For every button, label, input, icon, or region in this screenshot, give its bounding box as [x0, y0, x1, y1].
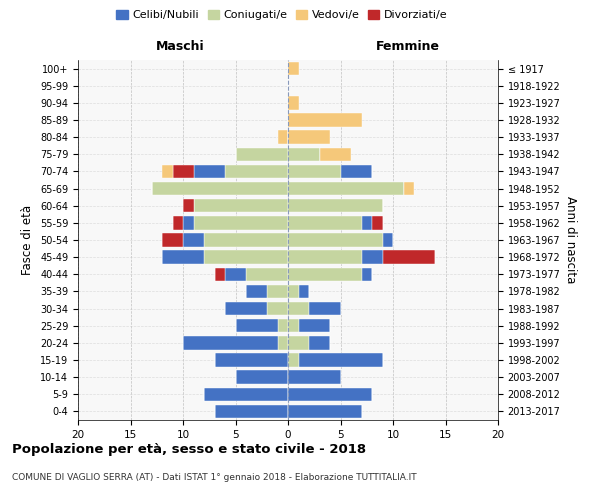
Bar [299, 319, 330, 332]
Bar [361, 250, 383, 264]
Bar [309, 302, 341, 316]
Text: Maschi: Maschi [155, 40, 205, 52]
Bar [277, 319, 288, 332]
Bar [204, 234, 288, 246]
Bar [162, 250, 204, 264]
Bar [288, 130, 330, 144]
Bar [173, 216, 183, 230]
Bar [288, 354, 299, 366]
Bar [372, 216, 383, 230]
Bar [299, 354, 383, 366]
Bar [288, 114, 361, 126]
Bar [341, 164, 372, 178]
Bar [151, 182, 288, 196]
Bar [288, 164, 341, 178]
Bar [215, 268, 225, 281]
Bar [204, 250, 288, 264]
Bar [235, 370, 288, 384]
Bar [173, 164, 193, 178]
Bar [361, 216, 372, 230]
Bar [277, 336, 288, 349]
Text: Femmine: Femmine [376, 40, 440, 52]
Bar [383, 234, 393, 246]
Bar [288, 268, 361, 281]
Bar [288, 370, 341, 384]
Bar [288, 284, 299, 298]
Bar [361, 268, 372, 281]
Bar [215, 404, 288, 418]
Bar [162, 164, 173, 178]
Bar [225, 268, 246, 281]
Bar [267, 302, 288, 316]
Bar [288, 216, 361, 230]
Y-axis label: Anni di nascita: Anni di nascita [564, 196, 577, 284]
Bar [288, 148, 320, 161]
Bar [288, 319, 299, 332]
Bar [235, 148, 288, 161]
Bar [299, 284, 309, 298]
Bar [288, 404, 361, 418]
Bar [246, 284, 267, 298]
Legend: Celibi/Nubili, Coniugati/e, Vedovi/e, Divorziati/e: Celibi/Nubili, Coniugati/e, Vedovi/e, Di… [112, 6, 452, 25]
Bar [277, 130, 288, 144]
Bar [193, 216, 288, 230]
Bar [183, 234, 204, 246]
Bar [267, 284, 288, 298]
Y-axis label: Fasce di età: Fasce di età [22, 205, 34, 275]
Bar [288, 234, 383, 246]
Bar [215, 354, 288, 366]
Bar [246, 268, 288, 281]
Bar [225, 164, 288, 178]
Bar [183, 336, 277, 349]
Text: Popolazione per età, sesso e stato civile - 2018: Popolazione per età, sesso e stato civil… [12, 442, 366, 456]
Bar [183, 216, 193, 230]
Bar [235, 319, 277, 332]
Bar [383, 250, 435, 264]
Bar [193, 199, 288, 212]
Bar [288, 302, 309, 316]
Bar [309, 336, 330, 349]
Bar [193, 164, 225, 178]
Bar [288, 199, 383, 212]
Bar [288, 62, 299, 76]
Bar [288, 250, 361, 264]
Bar [183, 199, 193, 212]
Bar [404, 182, 414, 196]
Bar [320, 148, 351, 161]
Bar [288, 336, 309, 349]
Bar [288, 96, 299, 110]
Bar [162, 234, 183, 246]
Bar [288, 388, 372, 401]
Bar [288, 182, 404, 196]
Bar [225, 302, 267, 316]
Text: COMUNE DI VAGLIO SERRA (AT) - Dati ISTAT 1° gennaio 2018 - Elaborazione TUTTITAL: COMUNE DI VAGLIO SERRA (AT) - Dati ISTAT… [12, 472, 416, 482]
Bar [204, 388, 288, 401]
